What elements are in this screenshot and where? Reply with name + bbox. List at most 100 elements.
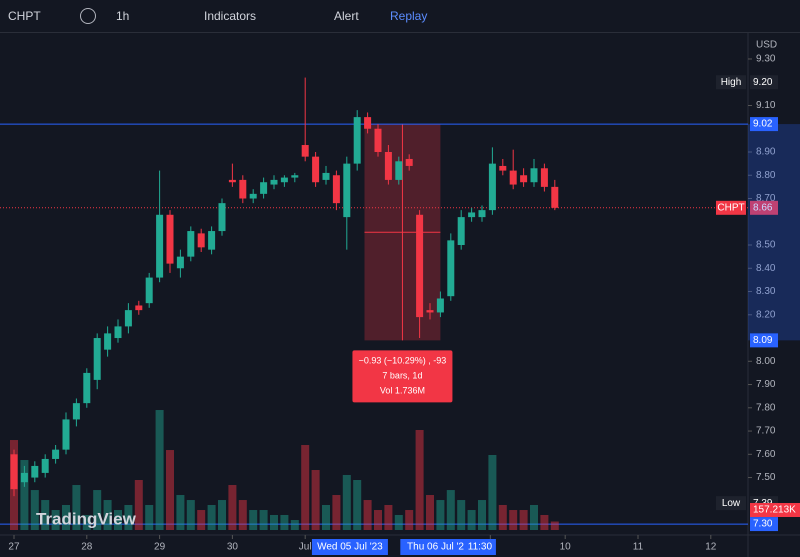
volume-bar [446, 490, 455, 530]
volume-bar [124, 504, 133, 530]
candle-body [416, 214, 424, 318]
volume-bar [301, 445, 310, 530]
candle-body [176, 256, 184, 269]
candle-body [135, 305, 143, 311]
candle-body [197, 233, 205, 248]
range-label-box [311, 539, 388, 555]
candle-body [72, 403, 80, 420]
volume-bar [93, 490, 102, 530]
hline-badge-label: 7.30 [753, 519, 773, 530]
volume-bar [269, 514, 278, 530]
volume-bar [353, 479, 362, 530]
volume-bar [145, 504, 154, 530]
candle-body [10, 454, 18, 490]
x-tick-label: 11 [633, 542, 644, 553]
interval[interactable]: 1h [116, 9, 130, 23]
volume-bar [529, 504, 538, 530]
x-tick-label: 29 [154, 542, 166, 553]
symbol[interactable]: CHPT [8, 9, 41, 23]
candle-body [301, 145, 309, 157]
y-tick-label: 9.30 [756, 54, 776, 65]
y-tick-label: 8.30 [756, 286, 776, 297]
badge-name-box [716, 75, 746, 90]
volume-bar [176, 495, 185, 530]
volume-bar [155, 410, 164, 530]
candle-body [114, 326, 122, 339]
candle-body [488, 163, 496, 211]
candle-body [239, 179, 247, 199]
candle-body [156, 214, 164, 278]
candle-body [218, 203, 226, 232]
volume-bar [165, 450, 174, 530]
volume-bar [363, 500, 372, 530]
candle-body [374, 128, 382, 152]
indicators[interactable]: Indicators [204, 9, 257, 23]
candle-body [260, 182, 268, 194]
volume-bar [238, 500, 247, 530]
measure-band [748, 124, 800, 341]
measure-label: −0.93 (−10.29%) , -93 [359, 356, 447, 366]
x-tick-label: 30 [227, 542, 239, 553]
volume-bar [477, 500, 486, 530]
volume-badge-label: 157.213K [753, 505, 796, 516]
volume-bar [72, 485, 81, 530]
x-tick-label: 12 [705, 542, 717, 553]
volume-bar [519, 510, 528, 530]
candle-body [322, 172, 330, 180]
y-tick-label: 7.50 [756, 472, 776, 483]
candle-body [520, 175, 528, 183]
volume-bar [425, 495, 434, 530]
currency: USD [756, 40, 777, 51]
badge-name-box [716, 496, 746, 511]
candle-body [551, 186, 559, 208]
candle-body [426, 310, 434, 313]
price-badge [750, 200, 778, 215]
volume-bar [457, 500, 466, 530]
badge-name: High [721, 77, 742, 88]
range-label: 11:30 [468, 542, 493, 553]
volume-bar [311, 470, 320, 530]
volume-bar [228, 485, 237, 530]
volume-bar [61, 504, 70, 530]
volume-bar [41, 500, 50, 530]
volume-bar [509, 510, 518, 530]
y-tick-label: 8.00 [756, 356, 776, 367]
alert[interactable]: Alert [334, 9, 359, 23]
candle-body [468, 212, 476, 218]
candle-body [509, 170, 517, 185]
candle-body [20, 472, 28, 483]
add-icon[interactable] [80, 8, 96, 24]
volume-bar [488, 454, 497, 530]
candle-body [270, 179, 278, 185]
x-tick-label: 27 [8, 542, 20, 553]
volume-bar [436, 500, 445, 530]
volume-bar [51, 510, 60, 530]
measure-label: Vol 1.736M [380, 386, 425, 396]
candle-body [457, 217, 465, 246]
candle-body [62, 419, 70, 450]
candle-body [384, 151, 392, 180]
volume-bar [103, 500, 112, 530]
candle-body [166, 214, 174, 264]
hline-badge [750, 517, 778, 532]
volume-bar [207, 504, 216, 530]
price-badge-label: 8.66 [753, 202, 773, 213]
volume-bar [280, 514, 289, 530]
x-tick-label: Jul [299, 542, 312, 553]
volume-bar [217, 500, 226, 530]
range-label: Thu 06 Jul '23 [407, 542, 470, 553]
volume-bar [197, 510, 206, 530]
volume-bar [384, 504, 393, 530]
volume-bar [467, 510, 476, 530]
volume-bar [321, 504, 330, 530]
volume-bar [30, 490, 39, 530]
chart: USD 9.30 9.10 8.90 8.80 8.70 8.50 8.40 8.30 8.20 8… [0, 32, 800, 557]
measure-label-box [352, 350, 453, 403]
replay[interactable]: Replay [390, 9, 428, 23]
price-badge [750, 75, 778, 90]
volume-bar [405, 510, 414, 530]
volume-bar [82, 514, 91, 530]
candle-body [41, 458, 49, 473]
badge-name: CHPT [717, 202, 744, 213]
